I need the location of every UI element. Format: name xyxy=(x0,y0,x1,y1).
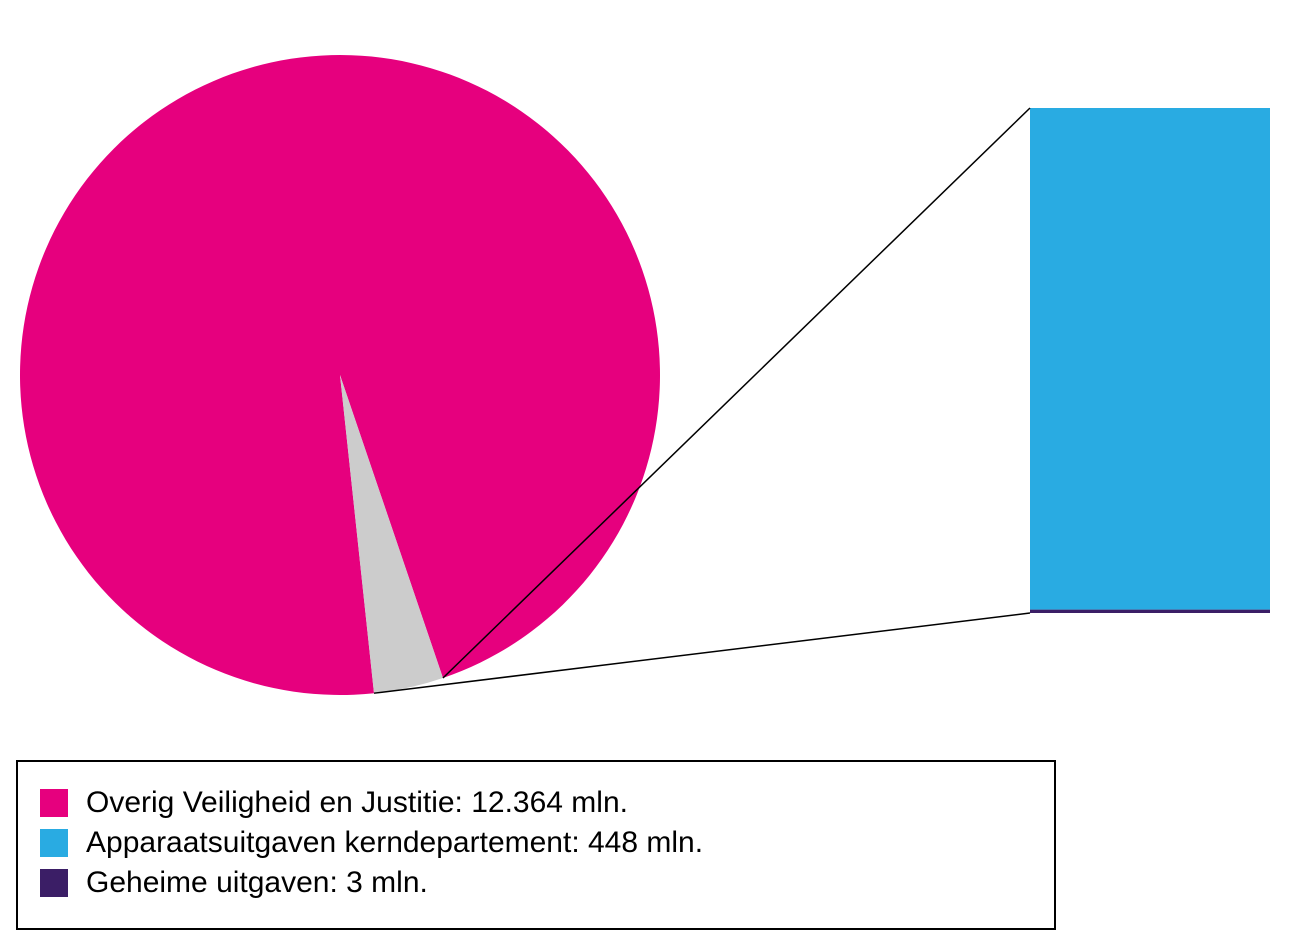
legend-label: Overig Veiligheid en Justitie: 12.364 ml… xyxy=(86,786,628,820)
legend-item: Apparaatsuitgaven kerndepartement: 448 m… xyxy=(40,826,1032,860)
legend-swatch xyxy=(40,829,68,857)
legend-item: Overig Veiligheid en Justitie: 12.364 ml… xyxy=(40,786,1032,820)
legend-swatch xyxy=(40,789,68,817)
bar-segment-apparaatsuitgaven xyxy=(1030,108,1270,610)
legend-item: Geheime uitgaven: 3 mln. xyxy=(40,866,1032,900)
legend-label: Geheime uitgaven: 3 mln. xyxy=(86,866,428,900)
bar-segment-geheime xyxy=(1030,610,1270,613)
pie-slice-overig xyxy=(20,55,660,695)
legend-label: Apparaatsuitgaven kerndepartement: 448 m… xyxy=(86,826,703,860)
legend-box: Overig Veiligheid en Justitie: 12.364 ml… xyxy=(16,760,1056,930)
legend-swatch xyxy=(40,869,68,897)
pie-bar-chart xyxy=(0,0,1303,760)
